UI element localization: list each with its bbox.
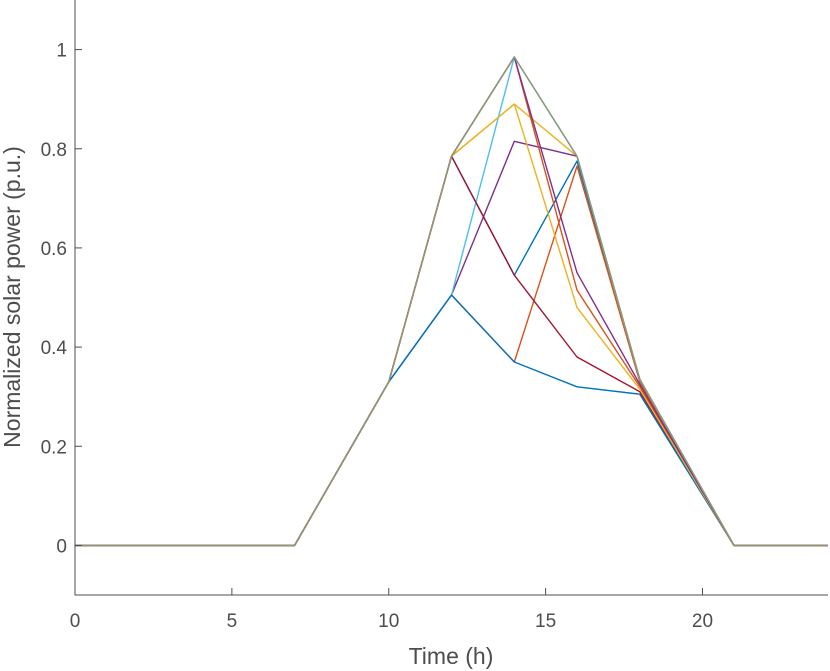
series-line-3 [75, 103, 828, 547]
series-line-4 [75, 140, 828, 547]
series-layer [75, 56, 828, 547]
y-tick-labels: 0 0.2 0.4 0.6 0.8 1 [41, 41, 68, 558]
series-line-11 [75, 56, 828, 547]
y-tick-label: 0.4 [41, 338, 68, 359]
x-tick-label: 20 [692, 611, 713, 632]
series-line-10 [75, 103, 828, 547]
series-line-8 [75, 294, 828, 547]
y-tick-label: 0 [56, 536, 67, 557]
y-axis-label: Normalized solar power (p.u.) [0, 146, 25, 448]
series-line-2 [75, 165, 828, 547]
x-tick-label: 15 [535, 611, 556, 632]
y-tick-label: 1 [56, 41, 67, 62]
series-line-12 [75, 56, 828, 547]
series-line-6 [75, 56, 828, 547]
x-tick-labels: 0 5 10 15 20 [70, 611, 713, 632]
axes-layer [74, 0, 828, 596]
x-tick-label: 10 [378, 611, 399, 632]
series-line-1 [75, 155, 828, 547]
x-axis-label: Time (h) [409, 643, 494, 669]
series-line-5 [75, 56, 828, 547]
plot-frame [74, 0, 828, 596]
y-tick-label: 0.6 [41, 239, 67, 260]
y-tick-label: 0.2 [41, 437, 67, 458]
x-tick-label: 5 [227, 611, 238, 632]
x-tick-label: 0 [70, 611, 81, 632]
y-tick-label: 0.8 [41, 140, 67, 161]
series-line-7 [75, 155, 828, 547]
series-line-9 [75, 56, 828, 547]
